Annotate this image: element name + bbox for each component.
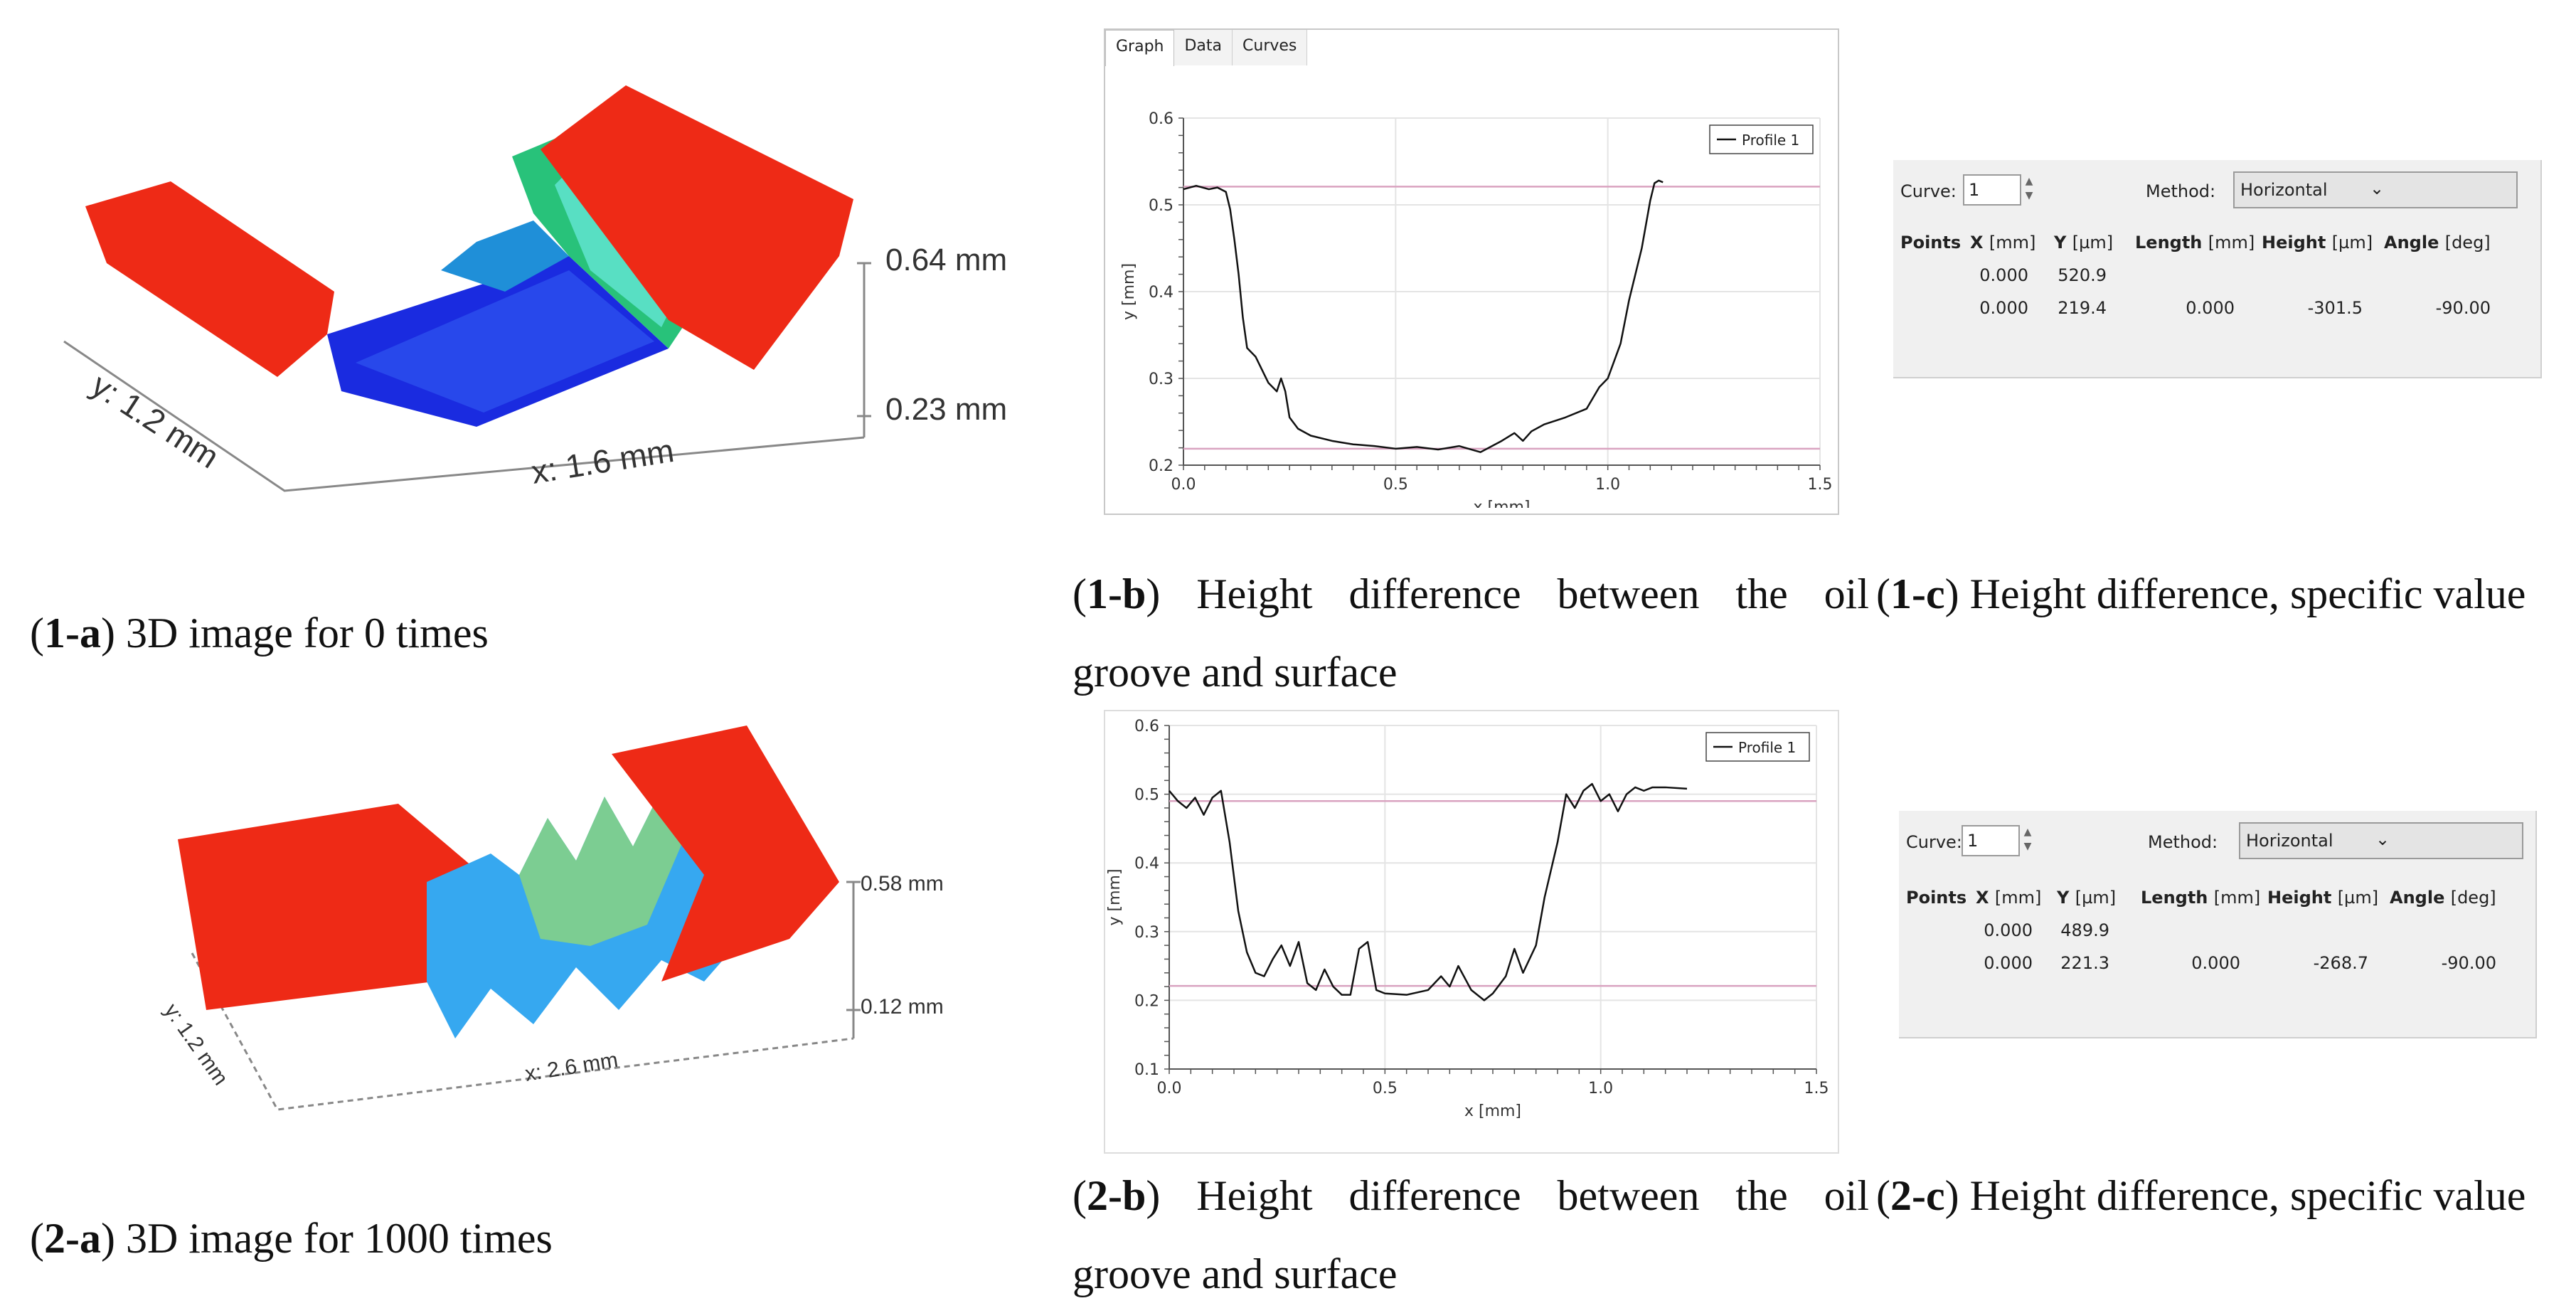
- y-tick-label: 0.3: [1149, 371, 1173, 388]
- row2-length: 0.000: [2186, 298, 2235, 318]
- x-tick-label: 0.0: [1171, 476, 1196, 494]
- y-tick-label: 0.5: [1149, 197, 1173, 215]
- x-tick-label: 0.5: [1383, 476, 1408, 494]
- caption-2a: (2-a) 3D image for 1000 times: [30, 1215, 553, 1262]
- height-bottom-label: 0.12 mm: [861, 995, 944, 1019]
- y-tick-label: 0.6: [1134, 718, 1159, 735]
- header-y: Y [µm]: [2054, 233, 2114, 253]
- x-tick-label: 1.0: [1595, 476, 1620, 494]
- y-tick-label: 0.6: [1149, 110, 1173, 128]
- profile-graph-2b: 0.0 0.5 1.0 1.5 0.1 0.2 0.3 0.4 0.5 0.6 x [mm] y [m…: [1104, 710, 1839, 1154]
- tab-data[interactable]: Data: [1174, 30, 1233, 65]
- chevron-down-icon: ⌄: [2375, 829, 2390, 849]
- x-axis-label: x: 1.6 mm: [528, 432, 676, 491]
- caption-1c: (1-c) Height difference, specific value: [1876, 570, 2526, 617]
- data-panel-2c: Curve: 1 ▲ ▼ Method: Horizontal ⌄ Points X…: [1899, 811, 2537, 1038]
- curve-spinner[interactable]: ▲ ▼: [2025, 176, 2033, 201]
- y-axis-title: y [mm]: [1120, 263, 1138, 320]
- legend-label: Profile 1: [1738, 739, 1796, 756]
- row1-y: 489.9: [2060, 920, 2109, 940]
- legend-label: Profile 1: [1742, 132, 1799, 149]
- y-tick-label: 0.4: [1134, 855, 1159, 873]
- curve-input[interactable]: 1: [1962, 825, 2020, 856]
- curve-input[interactable]: 1: [1963, 174, 2021, 206]
- profile-graph-1b: Graph Data Curves 0.0 0.5 1.0 1.5 0.2 0.3 0.4 0…: [1104, 28, 1839, 515]
- caption-2c: (2-c) Height difference, specific value: [1876, 1172, 2526, 1219]
- x-tick-label: 1.0: [1588, 1080, 1613, 1097]
- y-tick-label: 0.2: [1134, 992, 1159, 1010]
- header-y: Y [µm]: [2057, 888, 2117, 908]
- chevron-down-icon: ⌄: [2370, 179, 2385, 198]
- row2-length: 0.000: [2191, 953, 2240, 973]
- header-x: X [mm]: [1970, 233, 2036, 253]
- row2-height: -301.5: [2307, 298, 2363, 318]
- caption-1b: (1-b) Height difference between the oil …: [1073, 570, 1869, 696]
- caption-1a: (1-a) 3D image for 0 times: [30, 610, 489, 656]
- surface-3d-2a: 0.58 mm 0.12 mm x: 2.6 mm y: 1.2 mm: [121, 711, 1010, 1138]
- tab-curves[interactable]: Curves: [1233, 30, 1308, 65]
- x-tick-label: 1.5: [1804, 1080, 1829, 1097]
- surface-3d-1a: 0.64 mm 0.23 mm x: 1.6 mm y: 1.2 mm: [43, 57, 1060, 526]
- row1-x: 0.000: [1984, 920, 2033, 940]
- profile-line: [1183, 179, 1664, 453]
- y-tick-label: 0.3: [1134, 924, 1159, 942]
- profile-chart-1b: 0.0 0.5 1.0 1.5 0.2 0.3 0.4 0.5 0.6 x [mm] y [mm] P…: [1120, 110, 1833, 508]
- row2-y: 219.4: [2058, 298, 2107, 318]
- height-top-label: 0.58 mm: [861, 872, 944, 895]
- x-tick-label: 0.5: [1373, 1080, 1398, 1097]
- method-label: Method:: [2146, 181, 2216, 201]
- profile-line: [1169, 782, 1688, 1001]
- header-points: Points: [1900, 233, 1962, 253]
- row2-angle: -90.00: [2441, 953, 2496, 973]
- header-length: Length [mm]: [2141, 888, 2261, 908]
- profile-chart-2b: 0.0 0.5 1.0 1.5 0.1 0.2 0.3 0.4 0.5 0.6 x [mm] y [m…: [1106, 718, 1829, 1120]
- y-tick-label: 0.4: [1149, 284, 1173, 302]
- caption-2b: (2-b) Height difference between the oil …: [1073, 1172, 1869, 1297]
- header-x: X [mm]: [1976, 888, 2042, 908]
- row1-x: 0.000: [1979, 265, 2028, 285]
- header-height: Height [µm]: [2267, 888, 2379, 908]
- x-tick-label: 0.0: [1157, 1080, 1182, 1097]
- header-points: Points: [1906, 888, 1967, 908]
- row2-x: 0.000: [1979, 298, 2028, 318]
- x-axis-label: x: 2.6 mm: [523, 1048, 619, 1086]
- y-axis-title: y [mm]: [1106, 868, 1124, 925]
- graph-tabs: Graph Data Curves: [1105, 30, 1308, 66]
- header-angle: Angle [deg]: [2390, 888, 2496, 908]
- x-axis-title: x [mm]: [1464, 1102, 1521, 1120]
- curve-spinner[interactable]: ▲ ▼: [2023, 826, 2032, 852]
- y-axis-label: y: 1.2 mm: [159, 999, 233, 1090]
- row2-y: 221.3: [2060, 953, 2109, 973]
- y-tick-label: 0.5: [1134, 787, 1159, 804]
- row2-angle: -90.00: [2435, 298, 2491, 318]
- method-select[interactable]: Horizontal ⌄: [2239, 822, 2523, 859]
- height-bottom-label: 0.23 mm: [885, 392, 1007, 427]
- x-tick-label: 1.5: [1808, 476, 1833, 494]
- y-tick-label: 0.1: [1134, 1061, 1159, 1079]
- height-top-label: 0.64 mm: [885, 243, 1007, 277]
- data-panel-1c: Curve: 1 ▲ ▼ Method: Horizontal ⌄ Points X…: [1893, 160, 2542, 378]
- curve-label: Curve:: [1906, 832, 1962, 852]
- row1-y: 520.9: [2058, 265, 2107, 285]
- header-length: Length [mm]: [2135, 233, 2255, 253]
- row2-height: -268.7: [2313, 953, 2368, 973]
- tab-graph[interactable]: Graph: [1105, 30, 1175, 66]
- x-axis-title: x [mm]: [1473, 499, 1530, 508]
- row2-x: 0.000: [1984, 953, 2033, 973]
- y-axis-label: y: 1.2 mm: [85, 366, 226, 476]
- y-tick-label: 0.2: [1149, 457, 1173, 475]
- method-label: Method:: [2148, 832, 2218, 852]
- header-height: Height [µm]: [2262, 233, 2373, 253]
- curve-label: Curve:: [1900, 181, 1957, 201]
- header-angle: Angle [deg]: [2384, 233, 2491, 253]
- method-select[interactable]: Horizontal ⌄: [2233, 171, 2518, 208]
